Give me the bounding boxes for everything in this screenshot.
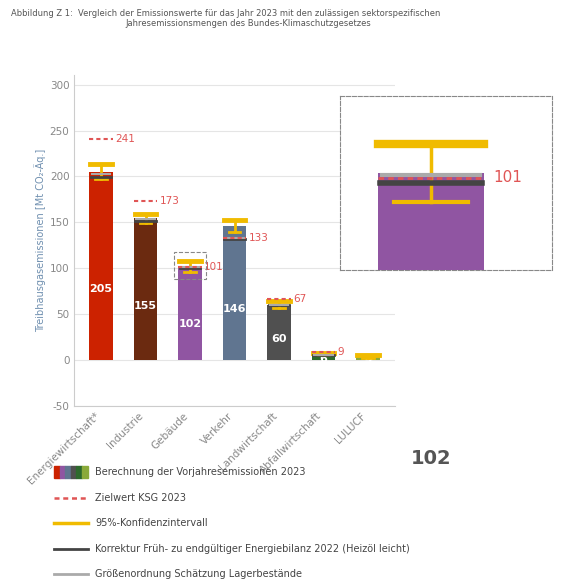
Y-axis label: Treibhausgasemissionen [Mt CO₂-Äq.]: Treibhausgasemissionen [Mt CO₂-Äq.] [34, 149, 46, 332]
Bar [178, 266, 201, 360]
Bar [356, 356, 380, 360]
Text: 95%-Konfidenzintervall: 95%-Konfidenzintervall [95, 518, 208, 528]
Text: Jahresemissionsmengen des Bundes-Klimaschutzgesetzes: Jahresemissionsmengen des Bundes-Klimasc… [126, 19, 372, 28]
Bar [312, 354, 335, 360]
Text: 133: 133 [249, 233, 269, 243]
Text: 102: 102 [411, 450, 451, 469]
Text: 101: 101 [204, 262, 224, 273]
Text: Zielwert KSG 2023: Zielwert KSG 2023 [95, 492, 186, 503]
Text: 205: 205 [90, 284, 113, 293]
Text: Größenordnung Schätzung Lagerbestände: Größenordnung Schätzung Lagerbestände [95, 569, 302, 579]
Text: Korrektur Früh- zu endgültiger Energiebilanz 2022 (Heizöl leicht): Korrektur Früh- zu endgültiger Energiebi… [95, 543, 410, 554]
Text: 155: 155 [134, 301, 157, 311]
Text: 4: 4 [364, 354, 372, 364]
Bar [89, 172, 113, 360]
Text: 102: 102 [178, 320, 201, 329]
Text: 60: 60 [271, 334, 287, 344]
Text: 146: 146 [223, 304, 247, 314]
Bar [268, 305, 291, 360]
Text: 173: 173 [160, 196, 180, 206]
Bar [223, 226, 246, 360]
Text: 6: 6 [320, 354, 327, 364]
Bar [134, 218, 157, 360]
Text: Abbildung Z 1:  Vergleich der Emissionswerte für das Jahr 2023 mit den zulässige: Abbildung Z 1: Vergleich der Emissionswe… [11, 9, 441, 19]
Bar [378, 173, 484, 580]
Text: 101: 101 [493, 171, 522, 186]
Text: 67: 67 [293, 293, 307, 303]
Text: 9: 9 [337, 347, 344, 357]
Text: Berechnung der Vorjahresemissionen 2023: Berechnung der Vorjahresemissionen 2023 [95, 467, 305, 477]
Text: 241: 241 [116, 134, 135, 144]
